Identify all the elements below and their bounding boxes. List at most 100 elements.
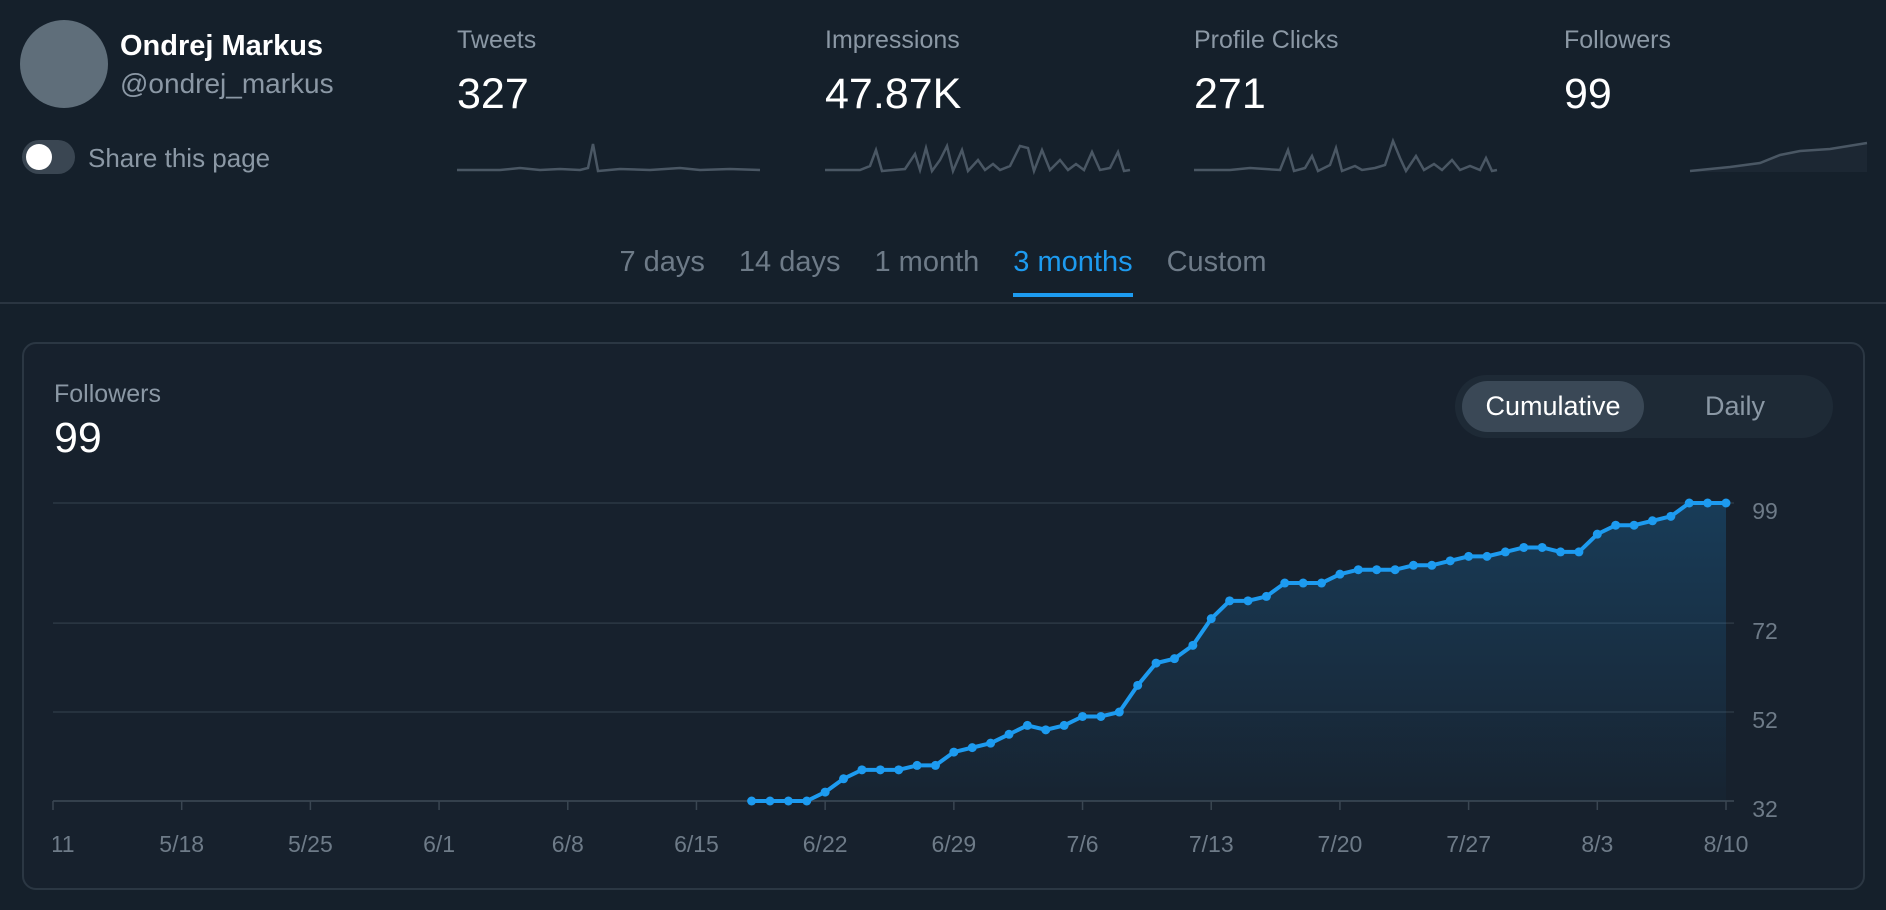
x-tick-label: 5/18 [159,831,204,857]
point [1004,729,1014,739]
avatar [20,20,108,108]
point [1114,707,1124,717]
x-tick-label: 6/1 [423,831,455,857]
x-tick-labels: 5/11 5/18 5/25 6/1 6/8 6/15 6/22 6/29 7/6 7/13 7/2… [31,831,1749,857]
point [1206,614,1216,624]
point [765,796,775,806]
point [1666,511,1676,521]
point [1353,565,1363,575]
point [1519,542,1529,552]
point [1335,569,1345,579]
point [986,738,996,748]
x-tick-label: 6/29 [931,831,976,857]
point [894,765,904,775]
point [1574,547,1584,557]
x-tick-label: 5/25 [288,831,333,857]
point [1096,711,1106,721]
period-tab[interactable]: Custom [1166,246,1267,278]
point [857,765,867,775]
point [1078,711,1088,721]
y-tick-label: 99 [1752,498,1778,524]
period-tabs: 7 days 14 days 1 month 3 months Custom [0,246,1886,297]
point [1372,565,1382,575]
y-tick-label: 52 [1752,707,1778,733]
x-tick-label: 8/3 [1581,831,1613,857]
point [1243,596,1253,606]
stat-label: Tweets [457,26,537,54]
point [1059,720,1069,730]
point [1298,578,1308,588]
point [930,760,940,770]
period-tab[interactable]: 14 days [738,246,841,278]
stat-value: 271 [1194,70,1266,118]
panel-title: Followers [54,380,161,408]
area [751,503,1726,801]
point [1684,498,1694,508]
point [1611,520,1621,530]
x-tick-label: 8/10 [1704,831,1749,857]
x-tick-label: 7/6 [1067,831,1099,857]
x-tick-label: 5/11 [31,831,74,857]
point [1022,720,1032,730]
point [1556,547,1566,557]
point [1151,658,1161,668]
divider [0,302,1886,304]
stat-value: 99 [1564,70,1612,118]
panel-value: 99 [54,414,102,462]
stat-label: Impressions [825,26,960,54]
point [1041,725,1051,735]
point [1280,578,1290,588]
period-tab[interactable]: 7 days [619,246,705,278]
point [1629,520,1639,530]
point [1445,556,1455,566]
point [1133,680,1143,690]
share-label: Share this page [88,143,271,173]
point [1408,560,1418,570]
y-tick-label: 72 [1752,618,1778,644]
point [912,760,922,770]
point [839,774,849,784]
point [1500,547,1510,557]
x-tick-label: 6/15 [674,831,719,857]
mode-button[interactable]: Cumulative [1462,381,1644,432]
x-tick-label: 7/20 [1318,831,1363,857]
x-tick-label: 7/13 [1189,831,1234,857]
stat-value: 47.87K [825,70,962,118]
y-tick-label: 32 [1752,796,1778,822]
mode-switch: Cumulative Daily [1455,375,1833,438]
point [1188,640,1198,650]
point [1427,560,1437,570]
toggle-knob [26,144,52,170]
point [1482,551,1492,561]
point [1592,529,1602,539]
point [1464,551,1474,561]
point [1169,654,1179,664]
point [875,765,885,775]
stat-value: 327 [457,70,529,118]
share-toggle[interactable] [22,140,75,174]
x-tick-label: 6/8 [552,831,584,857]
point [949,747,959,757]
period-tab[interactable]: 1 month [874,246,980,278]
profile-handle: @ondrej_markus [120,68,334,99]
x-tick-label: 7/27 [1446,831,1491,857]
point [967,743,977,753]
point [747,796,757,806]
profile-name: Ondrej Markus [120,30,324,62]
point [783,796,793,806]
stat-label: Profile Clicks [1194,26,1339,54]
point [1721,498,1731,508]
point [1317,578,1327,588]
point [1390,565,1400,575]
point [1261,591,1271,601]
point [820,787,830,797]
mode-button[interactable]: Daily [1704,391,1765,421]
point [802,796,812,806]
point [1225,596,1235,606]
period-tab[interactable]: 3 months [1013,246,1133,297]
point [1537,542,1547,552]
stat-label: Followers [1564,26,1671,54]
x-tick-label: 6/22 [803,831,848,857]
